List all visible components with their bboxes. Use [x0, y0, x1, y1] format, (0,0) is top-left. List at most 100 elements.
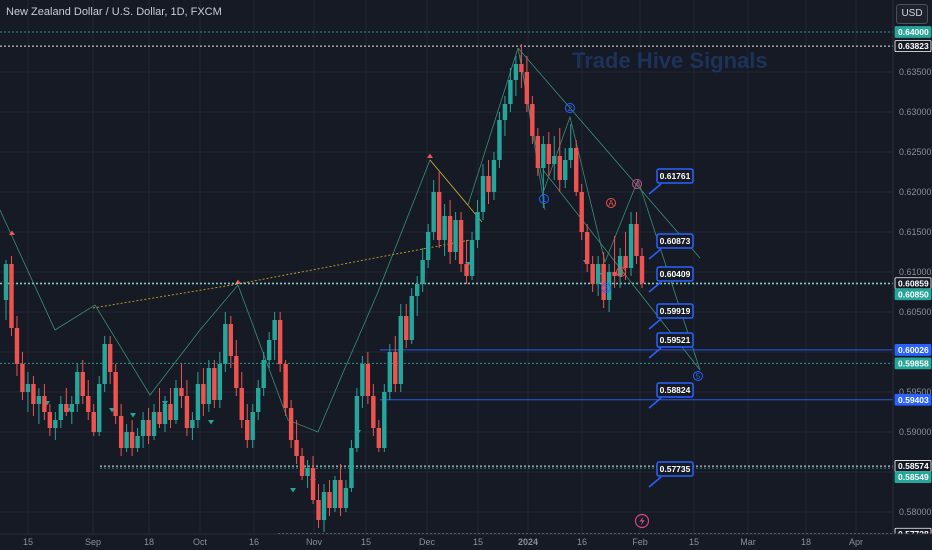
candle-body: [447, 216, 453, 252]
candle-body: [310, 468, 316, 500]
candle-body: [25, 384, 31, 392]
price-tag-callout: 0.60409: [648, 266, 694, 293]
price-tag-box: [656, 461, 694, 477]
candle-body: [223, 324, 228, 364]
watermark: Trade Hive Signals: [572, 48, 768, 73]
candle-body: [124, 432, 129, 448]
candle-body: [360, 364, 365, 396]
candle-body: [519, 64, 524, 72]
candles-layer: [3, 44, 645, 532]
short-trendline: [429, 159, 483, 223]
price-line-label-box: [894, 357, 932, 370]
candle-body: [436, 192, 442, 240]
wave-label-text: 2: [568, 104, 573, 113]
price-tag-callout: 0.60873: [648, 233, 694, 260]
currency-button[interactable]: USD: [896, 4, 928, 24]
price-tick-label[interactable]: 0.61500: [899, 227, 932, 237]
candle-body: [58, 404, 64, 420]
price-tick-label[interactable]: 0.58000: [899, 507, 932, 517]
time-tick-label[interactable]: 2024: [518, 537, 538, 547]
time-tick-label[interactable]: Feb: [632, 537, 648, 547]
time-tick-label[interactable]: 15: [473, 537, 483, 547]
candle-body: [277, 320, 283, 364]
candle-body: [217, 364, 223, 400]
pivot-high-marker: [9, 230, 15, 235]
candle-body: [305, 468, 310, 476]
time-tick-label[interactable]: 15: [23, 537, 33, 547]
candle-body: [557, 156, 562, 180]
candle-body: [299, 456, 305, 476]
candle-body: [541, 144, 546, 168]
price-tick-label[interactable]: 0.62500: [899, 147, 932, 157]
candle-body: [212, 368, 217, 400]
candle-body: [601, 264, 606, 300]
candle-body: [256, 388, 261, 412]
time-tick-label[interactable]: 15: [361, 537, 371, 547]
candle-body: [409, 296, 414, 340]
time-tick-label[interactable]: Apr: [849, 537, 863, 547]
price-tag-box: [656, 233, 694, 249]
candle-body: [420, 260, 425, 284]
price-line-label: 0.60850: [894, 288, 932, 301]
candle-body: [261, 360, 266, 388]
time-tick-label[interactable]: 18: [144, 537, 154, 547]
pivot-low-marker: [290, 488, 296, 493]
price-tag-value: 0.61761: [660, 171, 691, 181]
time-tick-label[interactable]: 15: [689, 537, 699, 547]
candle-body: [195, 384, 201, 420]
price-tag-pointer: [648, 281, 662, 293]
symbol-title[interactable]: New Zealand Dollar / U.S. Dollar, 1D, FX…: [6, 6, 222, 18]
candle-body: [206, 368, 212, 404]
price-tag-callout: 0.57735: [648, 461, 694, 488]
price-line-label: 0.59858: [894, 357, 932, 370]
candle-body: [382, 392, 387, 448]
candle-body: [579, 192, 584, 232]
candle-body: [288, 408, 294, 440]
price-line-label: 0.60859: [894, 277, 932, 290]
price-line-label-box: [894, 40, 932, 53]
price-tick-label[interactable]: 0.60500: [899, 307, 932, 317]
price-tick-label[interactable]: 0.63000: [899, 107, 932, 117]
price-tag-box: [656, 266, 694, 282]
candle-body: [612, 272, 617, 276]
price-tick-label[interactable]: 0.59000: [899, 427, 932, 437]
candle-body: [135, 436, 140, 448]
candle-body: [321, 492, 327, 520]
price-tick-label[interactable]: 0.62000: [899, 187, 932, 197]
price-tag-callout: 0.59919: [648, 303, 694, 330]
candle-body: [14, 328, 20, 364]
time-tick-label[interactable]: Oct: [193, 537, 208, 547]
price-tag-value: 0.57735: [660, 464, 691, 474]
price-axis-background: [893, 0, 932, 550]
candle-body: [469, 240, 475, 276]
candle-body: [327, 492, 332, 508]
price-tick-label[interactable]: 0.61000: [899, 267, 932, 277]
price-tag-box: [656, 382, 694, 398]
wave-label-text: 4: [635, 180, 640, 189]
price-line-label-box: [894, 288, 932, 301]
pivot-low-marker: [130, 413, 136, 418]
candle-body: [294, 440, 299, 456]
price-tag-callout: 0.58824: [648, 382, 694, 409]
time-tick-label[interactable]: Mar: [740, 537, 756, 547]
candle-body: [338, 480, 343, 508]
time-tick-label[interactable]: Dec: [419, 537, 436, 547]
wave-label-circle: [632, 179, 642, 189]
time-tick-label[interactable]: Nov: [306, 537, 323, 547]
price-tick-label[interactable]: 0.59500: [899, 387, 932, 397]
candle-body: [42, 396, 47, 412]
time-axis[interactable]: 15 Sep 18 Oct 16 Nov 15 Dec 15 2024 16 Feb 15 Mar 18 Ap…: [23, 537, 863, 547]
wave-label-circle: [693, 371, 703, 381]
candle-body: [31, 384, 36, 404]
price-tag-pointer: [648, 318, 662, 330]
candle-body: [75, 372, 80, 404]
candle-body: [552, 156, 557, 164]
lightning-icon[interactable]: [634, 513, 650, 529]
time-tick-label[interactable]: Sep: [85, 537, 101, 547]
time-tick-label[interactable]: 16: [577, 537, 587, 547]
time-tick-label[interactable]: 16: [249, 537, 259, 547]
price-tick-label[interactable]: 0.63500: [899, 67, 932, 77]
price-line-label-text: 0.59403: [898, 395, 929, 405]
time-tick-label[interactable]: 18: [801, 537, 811, 547]
